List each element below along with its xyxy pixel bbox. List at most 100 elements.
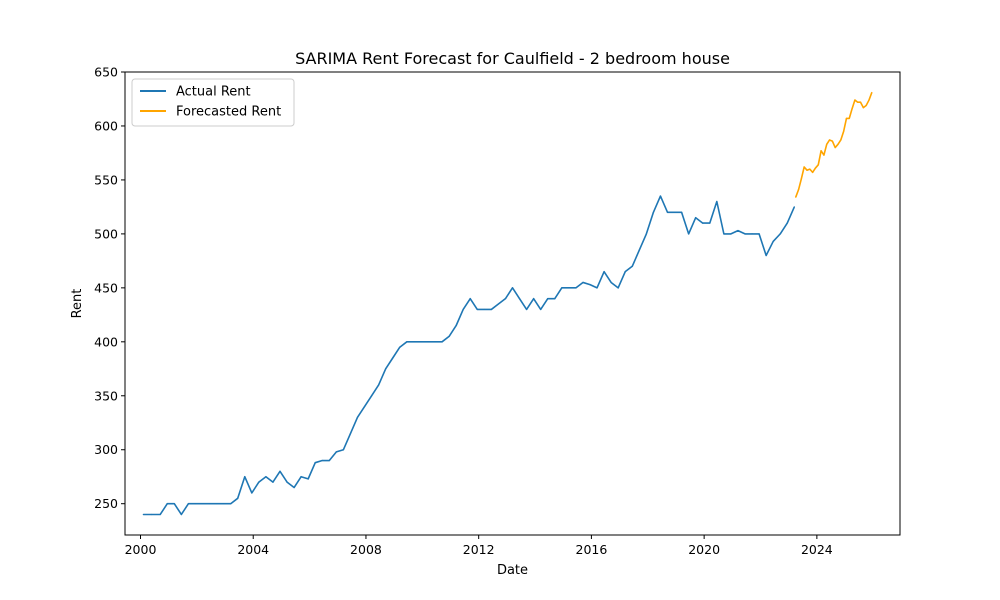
data-point-forecasted-rent-19: [848, 117, 850, 120]
data-point-actual-rent-73: [659, 195, 662, 197]
data-point-actual-rent-48: [483, 308, 485, 311]
data-point-actual-rent-84: [737, 230, 739, 232]
data-point-forecasted-rent-26: [868, 99, 870, 101]
x-tick-label-2016: 2016: [576, 542, 608, 557]
data-point-forecasted-rent-22: [857, 101, 859, 103]
data-point-forecasted-rent-17: [843, 130, 845, 132]
data-point-actual-rent-25: [321, 459, 323, 462]
data-point-actual-rent-47: [476, 308, 478, 311]
y-tick-label-500: 500: [94, 226, 118, 241]
data-point-actual-rent-62: [582, 281, 584, 284]
data-point-actual-rent-81: [716, 200, 718, 203]
data-point-actual-rent-8: [201, 503, 204, 505]
legend-label-actual-rent: Actual Rent: [176, 85, 251, 100]
legend: Actual Rent Forecasted Rent: [131, 78, 295, 127]
data-point-forecasted-rent-4: [806, 169, 808, 171]
data-point-actual-rent-79: [702, 222, 704, 224]
data-point-actual-rent-21: [293, 486, 295, 489]
data-point-actual-rent-74: [666, 211, 669, 213]
data-point-actual-rent-44: [455, 325, 457, 327]
data-point-forecasted-rent-9: [820, 150, 822, 152]
data-point-actual-rent-26: [328, 459, 330, 462]
data-point-actual-rent-43: [448, 335, 450, 338]
x-tick-label-2024: 2024: [801, 542, 833, 557]
data-point-forecasted-rent-18: [845, 117, 848, 120]
data-point-actual-rent-60: [568, 287, 570, 289]
data-point-actual-rent-38: [413, 341, 415, 343]
data-point-actual-rent-92: [793, 206, 795, 208]
data-point-actual-rent-39: [420, 341, 422, 343]
data-point-actual-rent-91: [786, 222, 788, 224]
data-point-actual-rent-76: [680, 211, 683, 213]
data-point-actual-rent-77: [688, 233, 690, 235]
legend-box: [131, 78, 295, 127]
data-point-actual-rent-83: [730, 233, 732, 235]
data-point-actual-rent-53: [518, 298, 521, 300]
data-point-actual-rent-5: [180, 513, 182, 516]
data-point-actual-rent-41: [434, 341, 436, 343]
data-point-forecasted-rent-15: [837, 143, 839, 145]
data-point-actual-rent-46: [469, 298, 471, 300]
data-point-actual-rent-58: [554, 298, 556, 300]
data-point-actual-rent-57: [547, 298, 549, 300]
data-point-actual-rent-28: [342, 449, 345, 451]
data-point-actual-rent-49: [490, 308, 492, 311]
data-point-actual-rent-36: [399, 346, 401, 348]
data-point-actual-rent-9: [208, 503, 211, 505]
data-point-actual-rent-51: [504, 298, 507, 300]
y-axis-label: Rent: [70, 289, 85, 319]
data-point-forecasted-rent-11: [826, 143, 828, 145]
y-tick-label-450: 450: [94, 280, 118, 295]
data-point-forecasted-rent-10: [823, 154, 825, 156]
x-tick-label-2012: 2012: [463, 542, 495, 557]
x-tick-label-2000: 2000: [125, 542, 157, 557]
data-point-actual-rent-54: [525, 308, 528, 311]
data-point-actual-rent-78: [695, 217, 697, 219]
data-point-actual-rent-63: [589, 284, 591, 286]
data-point-actual-rent-30: [356, 416, 359, 418]
data-point-forecasted-rent-27: [871, 91, 873, 94]
data-point-actual-rent-85: [744, 233, 746, 235]
data-point-actual-rent-17: [265, 476, 267, 478]
data-point-actual-rent-14: [244, 476, 246, 478]
y-tick-label-650: 650: [94, 65, 118, 80]
data-point-actual-rent-89: [772, 240, 774, 243]
data-point-forecasted-rent-6: [812, 171, 814, 173]
data-point-actual-rent-23: [307, 478, 309, 480]
chart-title: SARIMA Rent Forecast for Caulfield - 2 b…: [295, 49, 730, 68]
data-point-actual-rent-10: [215, 503, 218, 505]
data-point-actual-rent-65: [603, 271, 605, 273]
data-point-forecasted-rent-7: [814, 167, 817, 169]
data-point-forecasted-rent-5: [809, 168, 811, 170]
data-point-forecasted-rent-14: [834, 146, 836, 149]
data-point-actual-rent-7: [194, 503, 197, 505]
data-point-actual-rent-72: [652, 211, 655, 213]
data-point-actual-rent-55: [533, 298, 535, 300]
data-point-actual-rent-37: [406, 341, 408, 343]
data-point-forecasted-rent-20: [851, 108, 853, 110]
data-point-actual-rent-6: [187, 503, 190, 505]
data-point-actual-rent-22: [300, 476, 302, 478]
data-point-actual-rent-52: [511, 287, 514, 289]
data-point-forecasted-rent-8: [817, 164, 819, 166]
y-tick-label-550: 550: [94, 172, 118, 187]
data-point-actual-rent-67: [617, 287, 619, 289]
data-point-forecasted-rent-13: [831, 140, 833, 142]
plot-area-frame: [124, 71, 901, 536]
data-point-actual-rent-87: [758, 233, 760, 235]
data-point-forecasted-rent-16: [840, 139, 842, 141]
y-tick-label-300: 300: [94, 442, 118, 457]
data-point-actual-rent-64: [596, 287, 598, 289]
data-point-actual-rent-34: [385, 368, 387, 370]
data-point-forecasted-rent-3: [803, 166, 805, 168]
y-tick-label-350: 350: [94, 388, 118, 403]
data-point-actual-rent-2: [159, 513, 161, 516]
data-point-actual-rent-80: [709, 222, 711, 224]
data-point-actual-rent-20: [286, 481, 288, 483]
data-point-actual-rent-27: [335, 451, 337, 453]
data-point-actual-rent-35: [392, 357, 394, 359]
y-tick-label-250: 250: [94, 496, 118, 511]
data-point-actual-rent-86: [751, 233, 753, 235]
data-point-actual-rent-24: [314, 462, 316, 464]
